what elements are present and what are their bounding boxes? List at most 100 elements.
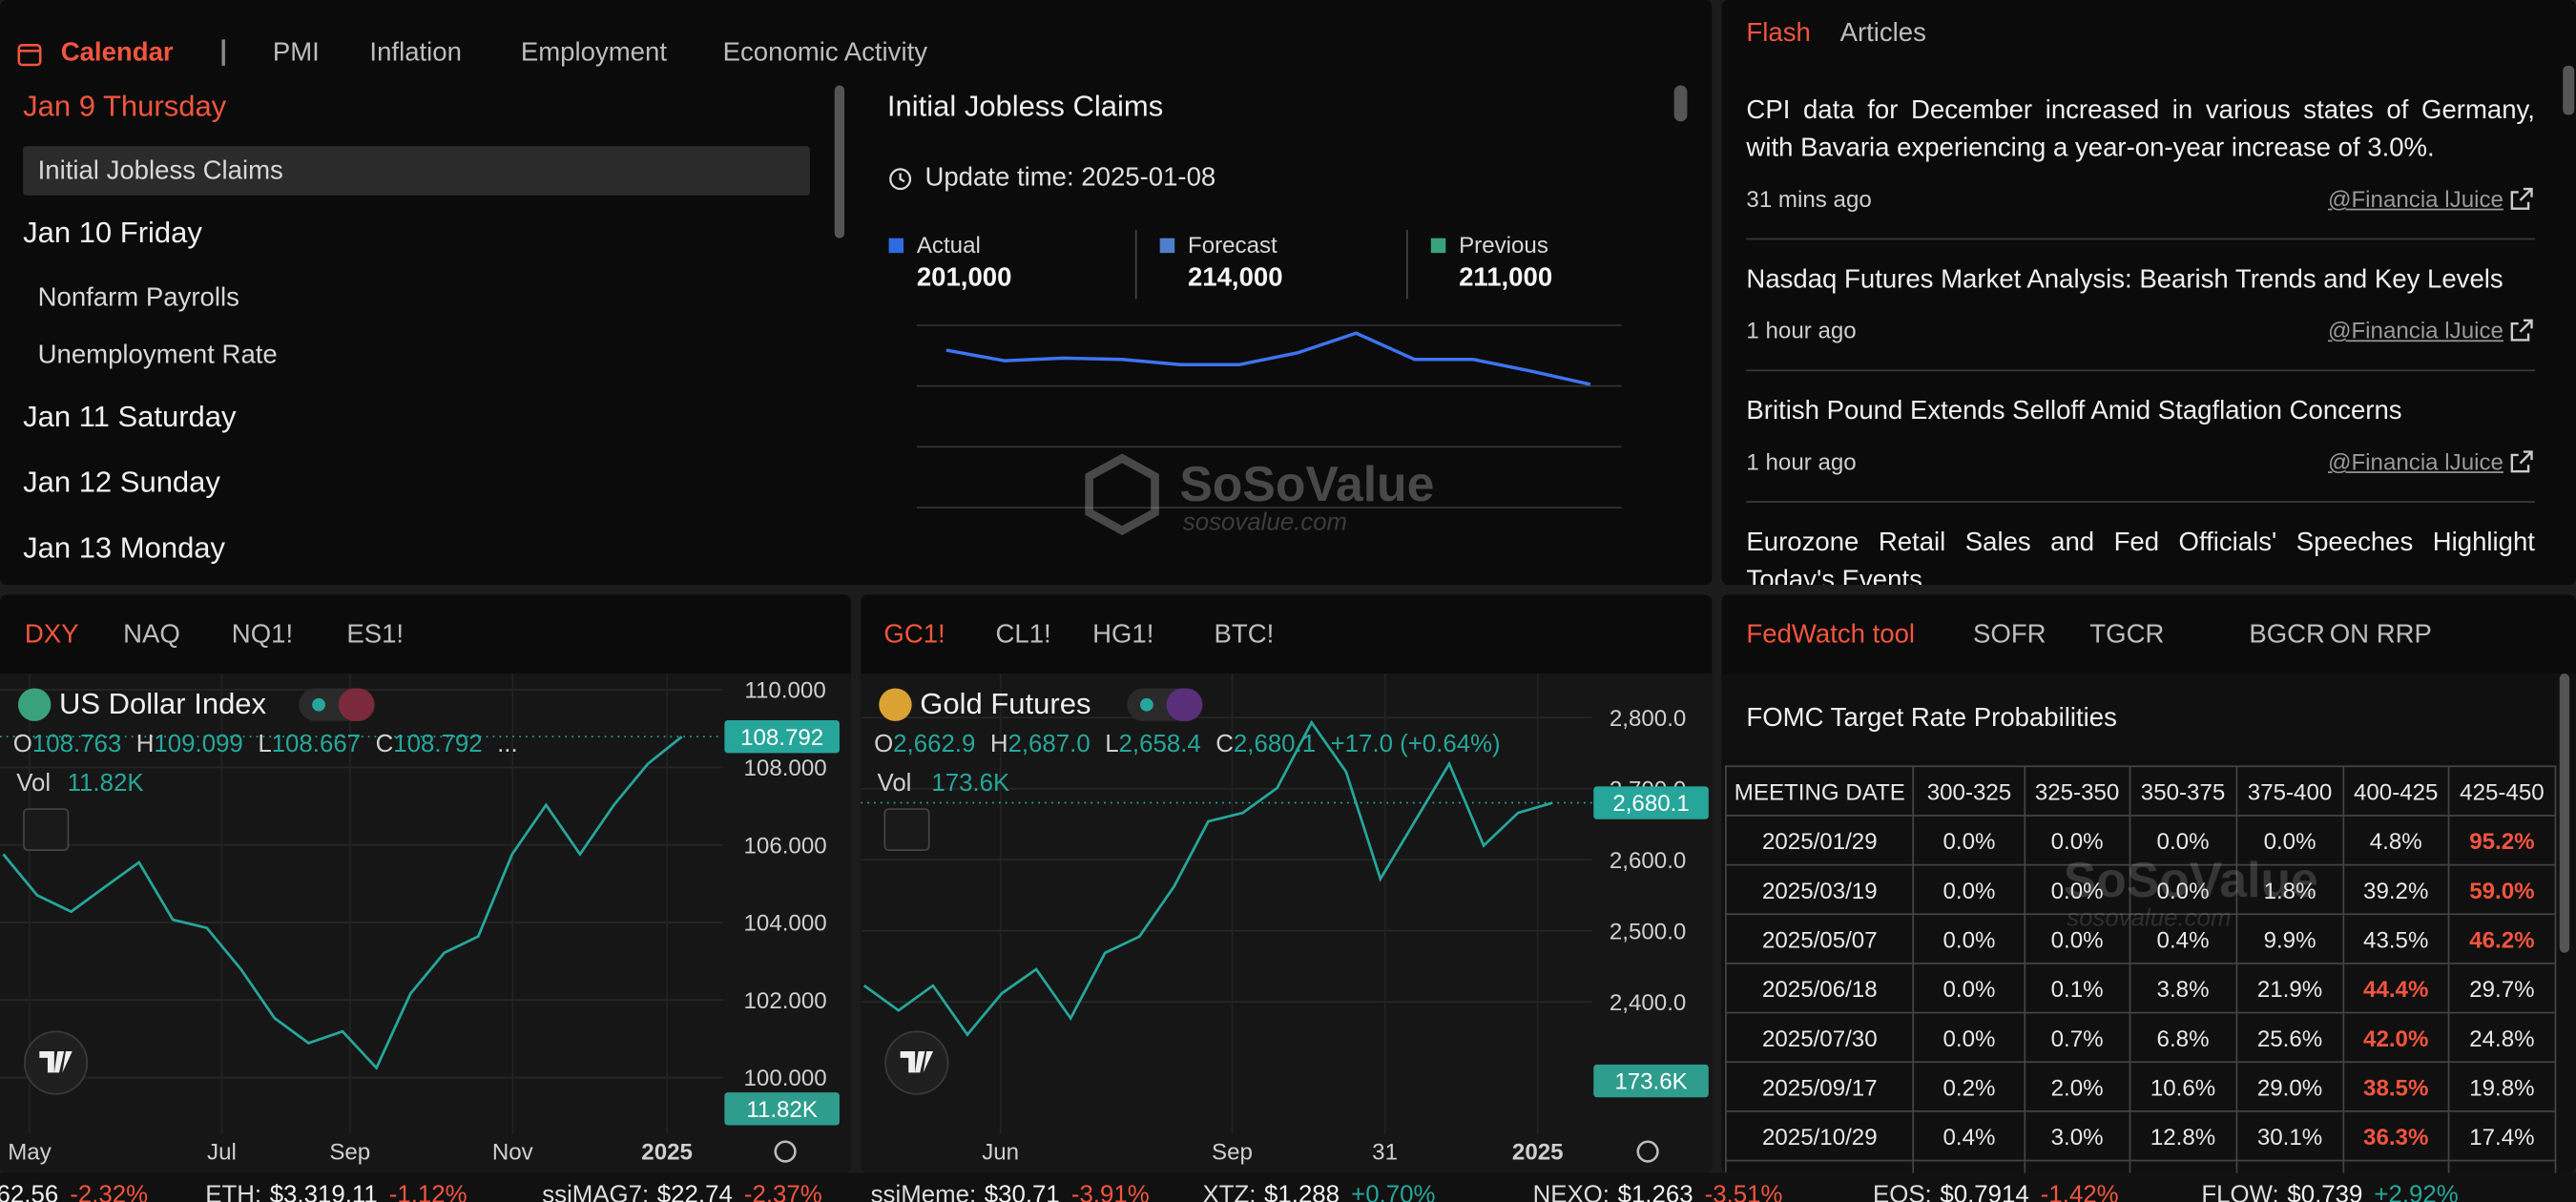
probability: 0.0% bbox=[2024, 863, 2130, 916]
collapse-button[interactable] bbox=[883, 808, 930, 851]
ticker-item[interactable]: FLOW: $0.739 +2.92% bbox=[2201, 1181, 2458, 1202]
table-row: 2025/10/29 0.4% 3.0% 12.8% 30.1% 36.3% 17.4% bbox=[1725, 1110, 2557, 1162]
ticker-item[interactable]: XTZ: $1.288 +0.70% bbox=[1202, 1181, 1435, 1202]
probability: 2.0% bbox=[2024, 1061, 2130, 1112]
calendar-panel: Calendar PMI Inflation Employment Economic A… bbox=[0, 0, 1713, 586]
tv-logo bbox=[900, 1051, 934, 1073]
tab-divider bbox=[221, 39, 225, 66]
event[interactable]: Initial Jobless Claims bbox=[37, 157, 283, 186]
update-time: Update time: 2025-01-08 bbox=[924, 164, 1216, 193]
column-header: 350-375 bbox=[2129, 765, 2237, 817]
tab[interactable]: FedWatch tool bbox=[1746, 620, 1916, 650]
probability: 21.9% bbox=[2235, 963, 2344, 1014]
tab[interactable]: Inflation bbox=[369, 39, 462, 68]
day-heading[interactable]: Jan 9 Thursday bbox=[23, 89, 227, 123]
table-row: 2025/07/30 0.0% 0.7% 6.8% 25.6% 42.0% 24.8% bbox=[1725, 1011, 2557, 1064]
tab[interactable]: BGCR bbox=[2249, 620, 2325, 650]
ticker-item[interactable]: ssiMeme: $30.71 -3.91% bbox=[871, 1181, 1150, 1202]
tab[interactable]: ON RRP bbox=[2329, 620, 2432, 650]
probability: 12.8% bbox=[2129, 1110, 2237, 1162]
day-heading[interactable]: Jan 12 Sunday bbox=[23, 466, 220, 499]
tab[interactable]: Flash bbox=[1746, 19, 1811, 48]
table-row: 2025/05/07 0.0% 0.0% 0.4% 9.9% 43.5% 46.2% bbox=[1725, 913, 2557, 964]
meeting-date: 2025/10/29 bbox=[1725, 1110, 1915, 1162]
volume-value: 11.82K bbox=[67, 769, 144, 798]
news-source[interactable]: @Financia lJuice bbox=[2327, 185, 2503, 213]
ticker-item[interactable]: NEXO: $1.263 -3.51% bbox=[1533, 1181, 1783, 1202]
news-source[interactable]: @Financia lJuice bbox=[2327, 317, 2503, 343]
icon-shape bbox=[1085, 453, 1159, 536]
day-heading[interactable]: Jan 11 Saturday bbox=[23, 400, 237, 433]
news-headline[interactable]: Nasdaq Futures Market Analysis: Bearish … bbox=[1746, 265, 2503, 295]
tab[interactable]: HG1! bbox=[1092, 620, 1154, 650]
probability: 14.6% bbox=[2129, 1159, 2237, 1173]
event[interactable]: Unemployment Rate bbox=[37, 342, 278, 370]
scrollbar bbox=[834, 85, 845, 238]
news-source[interactable]: @Financia lJuice bbox=[2327, 448, 2503, 475]
stat-value: 201,000 bbox=[916, 264, 1012, 293]
probability: 4.0% bbox=[2024, 1159, 2130, 1173]
day-heading[interactable]: Jan 10 Friday bbox=[23, 216, 202, 249]
dxy-panel: DXY NAQ NQ1! ES1! 110.000 108.000 106.000 104.0… bbox=[0, 594, 851, 1173]
probability: 36.3% bbox=[2342, 1110, 2450, 1162]
ohlc-value: 109.099 bbox=[154, 730, 243, 758]
ticker-item[interactable]: ETH: $3,319.11 -1.12% bbox=[205, 1181, 467, 1202]
probability: 0.0% bbox=[1912, 815, 2026, 866]
tab[interactable]: BTC! bbox=[1214, 620, 1275, 650]
tab[interactable]: Articles bbox=[1839, 19, 1926, 48]
tab[interactable]: Employment bbox=[520, 39, 667, 68]
ohlc-key: H bbox=[989, 730, 1008, 758]
meeting-date: 2025/06/18 bbox=[1725, 963, 1915, 1014]
header-row: MEETING DATE 300-325 325-350 350-375 375-400… bbox=[1725, 765, 2557, 817]
probability: 29.0% bbox=[2235, 1061, 2344, 1112]
external-link-icon bbox=[2510, 450, 2533, 473]
tab[interactable]: DXY bbox=[24, 620, 79, 650]
ohlc-key: H bbox=[135, 730, 155, 758]
tab[interactable]: NQ1! bbox=[231, 620, 294, 650]
icon-shape bbox=[889, 168, 912, 191]
probability: 34.4% bbox=[2342, 1159, 2450, 1173]
collapse-button[interactable] bbox=[23, 808, 70, 851]
news-headline[interactable]: CPI data for December increased in vario… bbox=[1746, 96, 2535, 163]
x-tick-label: 2025 bbox=[641, 1140, 693, 1166]
probability: 4.8% bbox=[2342, 815, 2450, 866]
ticker-item[interactable]: EOS: $0.7914 -1.42% bbox=[1873, 1181, 2119, 1202]
tab[interactable]: TGCR bbox=[2089, 620, 2165, 650]
probability: 6.8% bbox=[2129, 1011, 2237, 1064]
settings-icon bbox=[774, 1140, 797, 1163]
tab[interactable]: NAQ bbox=[123, 620, 180, 650]
ohlc-key: C bbox=[375, 730, 394, 758]
x-tick-label: Sep bbox=[1212, 1140, 1253, 1166]
news-time: 1 hour ago bbox=[1746, 317, 1857, 343]
data-line bbox=[2, 736, 683, 1070]
data-line bbox=[862, 719, 1553, 1037]
tab[interactable]: Calendar bbox=[60, 39, 174, 68]
ticker-change: -3.51% bbox=[1704, 1181, 1783, 1202]
scrollbar bbox=[1673, 85, 1688, 122]
ticker-item[interactable]: ssiMAG7: $22.74 -2.37% bbox=[542, 1181, 821, 1202]
probability: 0.0% bbox=[2129, 815, 2237, 866]
tab[interactable]: ES1! bbox=[346, 620, 405, 650]
watermark-logo bbox=[1085, 453, 1159, 536]
x-tick-label: 2025 bbox=[1512, 1140, 1564, 1166]
tab[interactable]: GC1! bbox=[883, 620, 945, 650]
tab[interactable]: CL1! bbox=[995, 620, 1051, 650]
price-tag bbox=[724, 719, 840, 754]
tab[interactable]: PMI bbox=[272, 39, 320, 68]
probability: 9.9% bbox=[2235, 913, 2344, 964]
icon-shape bbox=[2510, 319, 2533, 342]
y-tick-label: 102.000 bbox=[744, 988, 827, 1014]
news-headline[interactable]: British Pound Extends Selloff Amid Stagf… bbox=[1746, 397, 2402, 425]
symbol-title: US Dollar Index bbox=[58, 687, 267, 721]
news-headline[interactable]: Eurozone Retail Sales and Fed Officials'… bbox=[1746, 528, 2535, 586]
ticker-item[interactable]: 62.56 -2.32% bbox=[0, 1181, 148, 1202]
ohlc-value: 108.763 bbox=[31, 730, 122, 758]
watermark-brand: SoSoValue bbox=[1179, 458, 1435, 513]
day-heading[interactable]: Jan 13 Monday bbox=[23, 531, 226, 565]
tab[interactable]: SOFR bbox=[1973, 620, 2046, 650]
x-tick-label: Sep bbox=[329, 1140, 370, 1166]
volume-label: Vol bbox=[16, 769, 52, 798]
event[interactable]: Nonfarm Payrolls bbox=[37, 283, 239, 313]
tab[interactable]: Economic Activity bbox=[722, 39, 928, 68]
stat-divider bbox=[1405, 230, 1408, 300]
